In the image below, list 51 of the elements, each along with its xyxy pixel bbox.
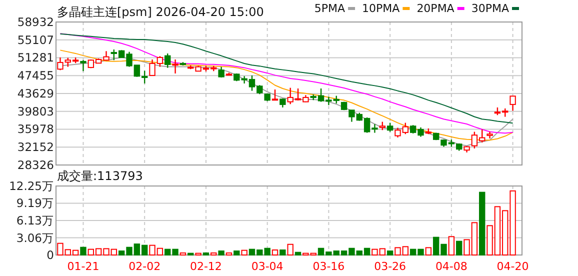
legend-label: 10PMA xyxy=(362,2,400,15)
bar xyxy=(80,246,86,256)
bar xyxy=(234,250,240,256)
candlestick xyxy=(164,52,171,68)
legend-label: 20PMA xyxy=(416,2,455,15)
y-tick-label: 58932 xyxy=(17,15,54,29)
x-tick-label: 03-26 xyxy=(374,260,406,273)
chart-title: 多晶硅主连[psm] 2026-04-20 15:00 xyxy=(57,5,264,19)
bar xyxy=(448,236,455,256)
legend-label: 5PMA xyxy=(314,2,346,15)
y-tick-label: 39803 xyxy=(17,104,54,118)
y-tick-label: 47455 xyxy=(17,68,54,83)
bar xyxy=(180,252,186,256)
y-tick-label: 43629 xyxy=(17,86,54,100)
chart-title: 成交量:113793 xyxy=(57,169,143,183)
y-tick-label: 32152 xyxy=(17,140,54,154)
bar xyxy=(386,250,394,256)
x-tick-label: 03-16 xyxy=(312,260,345,273)
candlestick xyxy=(218,66,224,78)
x-tick-label: 04-08 xyxy=(435,260,468,273)
bar xyxy=(218,250,224,256)
y-tick-label: 9.19万 xyxy=(16,196,54,210)
legend-label: 30PMA xyxy=(471,2,510,15)
candlestick xyxy=(172,58,178,74)
bar xyxy=(226,252,232,256)
y-tick-label: 51281 xyxy=(17,50,54,65)
bar xyxy=(202,252,210,256)
y-tick-label: 3.06万 xyxy=(16,230,54,245)
y-tick-label: 35978 xyxy=(17,122,54,136)
bar xyxy=(294,252,302,256)
y-tick-label: 55107 xyxy=(17,32,54,47)
y-tick-label: 0 xyxy=(46,248,54,262)
bar xyxy=(241,250,248,256)
x-tick-label: 02-02 xyxy=(128,260,161,273)
candlestick xyxy=(80,60,86,72)
bar xyxy=(456,240,462,256)
y-tick-label: 28326 xyxy=(17,158,54,172)
bar xyxy=(210,252,217,256)
bar xyxy=(272,249,278,256)
bar xyxy=(479,192,486,256)
bar xyxy=(425,247,432,256)
candlestick xyxy=(272,88,278,101)
x-tick-label: 04-20 xyxy=(496,260,529,273)
y-tick-label: 12.25万 xyxy=(9,179,54,193)
y-tick-label: 6.13万 xyxy=(16,213,54,228)
candlestick xyxy=(510,96,516,112)
x-tick-label: 02-12 xyxy=(190,260,222,273)
x-tick-label: 01-21 xyxy=(67,260,100,273)
bar xyxy=(287,244,294,256)
x-tick-label: 03-04 xyxy=(251,260,284,273)
bar xyxy=(280,249,286,256)
